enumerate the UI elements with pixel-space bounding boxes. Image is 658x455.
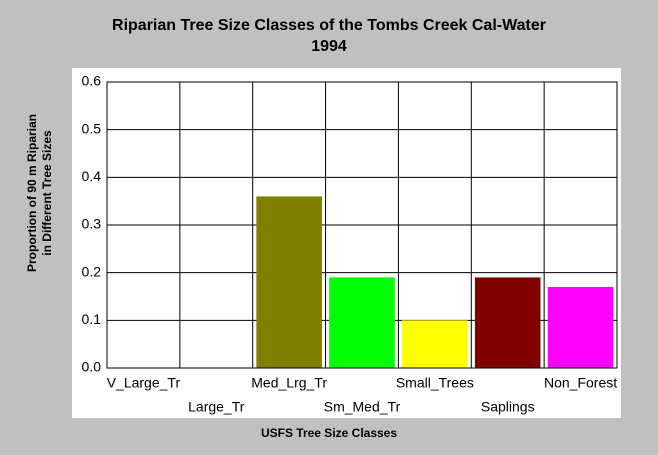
y-tick-label: 0.1 (82, 311, 102, 327)
y-tick-label: 0.0 (82, 359, 102, 375)
bar (256, 196, 322, 368)
x-tick-label: Sm_Med_Tr (324, 399, 401, 415)
chart-title: 1994 (311, 38, 347, 55)
x-tick-label: Med_Lrg_Tr (251, 375, 327, 391)
bar (329, 277, 395, 368)
chart-title: Riparian Tree Size Classes of the Tombs … (112, 17, 546, 34)
y-tick-label: 0.4 (82, 168, 102, 184)
y-axis-title: in Different Tree Sizes (40, 130, 54, 256)
bar (474, 277, 541, 368)
y-tick-label: 0.2 (82, 263, 102, 279)
x-tick-label: Large_Tr (188, 399, 245, 415)
x-axis-title: USFS Tree Size Classes (261, 426, 397, 440)
y-tick-label: 0.3 (82, 216, 102, 232)
plot-border (106, 81, 618, 369)
bar (402, 320, 468, 368)
bar (547, 286, 614, 368)
y-tick-label: 0.5 (82, 120, 102, 136)
y-axis-title: Proportion of 90 m Riparian (25, 114, 39, 272)
y-tick-label: 0.6 (82, 73, 102, 89)
x-tick-label: Small_Trees (396, 375, 474, 391)
x-tick-label: Saplings (481, 399, 535, 415)
x-tick-label: Non_Forest (544, 375, 617, 391)
x-tick-label: V_Large_Tr (107, 375, 181, 391)
